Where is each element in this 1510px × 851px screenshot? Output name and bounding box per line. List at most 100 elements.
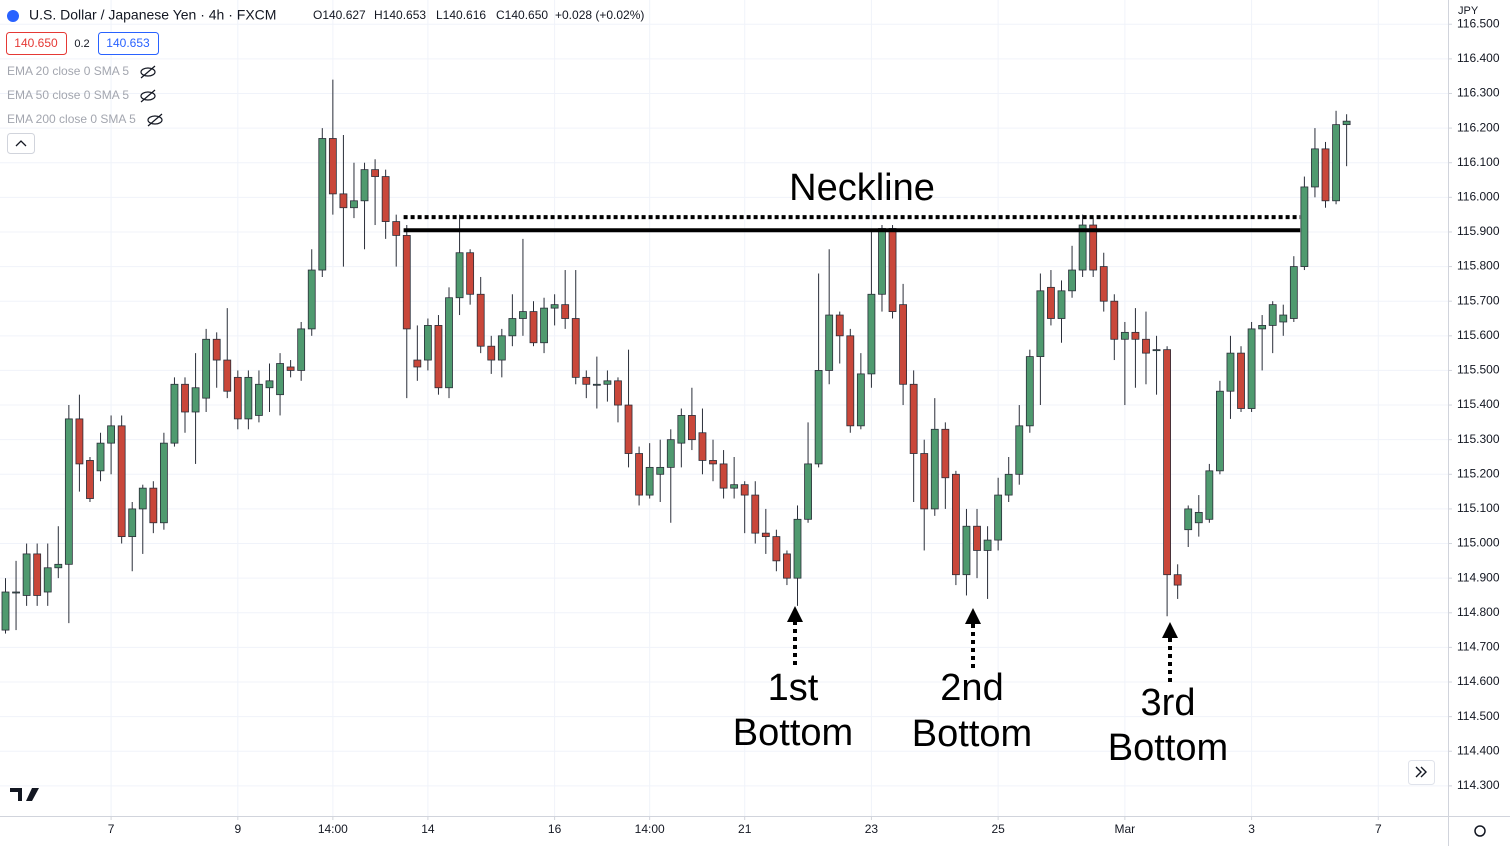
- candle-body: [455, 252, 464, 299]
- candle-body: [709, 460, 717, 465]
- candle-body: [413, 359, 422, 368]
- indicator[interactable]: EMA 50 close 0 SMA 5: [7, 88, 129, 102]
- candle-body: [624, 404, 633, 454]
- candle-body: [307, 269, 316, 330]
- candle-body: [592, 383, 601, 386]
- neckline-label: Neckline: [789, 167, 935, 209]
- candle-body: [656, 466, 665, 475]
- x-tick-label: 9: [234, 822, 241, 836]
- candle-body: [983, 539, 992, 551]
- x-tick-label: 3: [1248, 822, 1255, 836]
- candle-body: [1289, 266, 1298, 319]
- candle-body: [1131, 331, 1140, 340]
- candle-body: [75, 418, 84, 465]
- y-tick-label: 114.900: [1457, 570, 1500, 584]
- legend-high: H140.653: [374, 8, 426, 22]
- buy-box[interactable]: [98, 32, 159, 55]
- y-tick-label: 116.500: [1457, 16, 1500, 30]
- candle-body: [12, 591, 20, 594]
- candle-body: [719, 463, 728, 489]
- indicator[interactable]: EMA 200 close 0 SMA 5: [7, 112, 136, 126]
- candle-body: [1152, 349, 1161, 352]
- candle-body: [223, 359, 232, 392]
- candle-body: [181, 383, 189, 413]
- candle-body: [1025, 356, 1034, 427]
- candle-body: [1205, 470, 1214, 520]
- y-tick-label: 115.000: [1457, 536, 1500, 550]
- candle-body: [286, 366, 295, 371]
- candle-body: [360, 169, 369, 202]
- y-tick-label: 115.300: [1457, 432, 1500, 446]
- candle-body: [614, 380, 622, 406]
- legend-low: L140.616: [436, 8, 486, 22]
- candle-body: [117, 425, 126, 538]
- annotation: Bottom: [733, 712, 853, 754]
- candle-body: [677, 415, 686, 444]
- candle-body: [244, 376, 253, 420]
- candle-body: [445, 297, 453, 389]
- y-tick-label: 115.900: [1457, 224, 1500, 238]
- candle-body: [1268, 304, 1277, 326]
- y-tick-label: 116.100: [1457, 155, 1500, 169]
- candle-body: [920, 453, 929, 510]
- collapse-button[interactable]: [7, 133, 35, 154]
- y-tick-label: 115.500: [1457, 363, 1500, 377]
- candle-body: [825, 314, 834, 371]
- candle-body: [1015, 425, 1024, 475]
- currency[interactable]: JPY: [1458, 5, 1479, 17]
- settings-icon[interactable]: [1474, 825, 1486, 837]
- y-tick-label: 114.600: [1457, 674, 1500, 688]
- candle-body: [635, 453, 643, 496]
- annotation: Bottom: [1108, 727, 1228, 769]
- y-tick-label: 114.800: [1457, 605, 1500, 619]
- y-tick-label: 114.300: [1457, 778, 1500, 792]
- sell-box[interactable]: [6, 32, 67, 55]
- candle-body: [519, 311, 527, 319]
- annotation: 2nd: [940, 667, 1003, 709]
- candle-body: [1057, 290, 1066, 319]
- candle-body: [941, 428, 950, 479]
- candle-body: [381, 176, 390, 222]
- candle-body: [318, 138, 327, 271]
- y-tick-label: 115.700: [1457, 293, 1500, 307]
- x-tick-label: 14:00: [635, 822, 665, 836]
- candle-body: [899, 304, 907, 385]
- candle-body: [149, 487, 158, 524]
- candle-body: [962, 525, 971, 576]
- candle-body: [1321, 148, 1330, 202]
- x-tick-label: 14: [421, 822, 435, 836]
- candle-body: [804, 463, 812, 520]
- y-tick-label: 116.000: [1457, 190, 1500, 204]
- candle-body: [1110, 300, 1119, 340]
- candle-body: [1194, 511, 1203, 524]
- scroll-button[interactable]: [1408, 760, 1435, 785]
- y-tick-label: 115.600: [1457, 328, 1500, 342]
- indicator[interactable]: EMA 20 close 0 SMA 5: [7, 64, 129, 78]
- y-tick-label: 115.800: [1457, 259, 1500, 273]
- candle-body: [1184, 508, 1193, 531]
- candle-body: [339, 193, 348, 209]
- candle-body: [1332, 124, 1340, 202]
- symbol-icon: [7, 10, 19, 22]
- annotation: 3rd: [1141, 682, 1196, 724]
- candle-body: [1237, 352, 1245, 409]
- sell-price: 140.650: [14, 36, 58, 50]
- legend-close: C140.650: [496, 8, 548, 22]
- candle-body: [761, 532, 770, 538]
- annotation: Bottom: [912, 713, 1032, 755]
- candle-body: [423, 325, 432, 361]
- logo: [10, 788, 39, 801]
- candle-body: [43, 567, 52, 593]
- candle-body: [202, 338, 211, 399]
- candle-body: [582, 376, 591, 385]
- candle-body: [1342, 120, 1351, 126]
- candle-body: [1047, 286, 1055, 319]
- candle-body: [698, 432, 707, 461]
- candle-body: [392, 221, 401, 236]
- candle-body: [571, 318, 580, 378]
- candle-body: [529, 311, 538, 344]
- legend-change: +0.028 (+0.02%): [555, 8, 644, 22]
- candle-body: [687, 415, 696, 441]
